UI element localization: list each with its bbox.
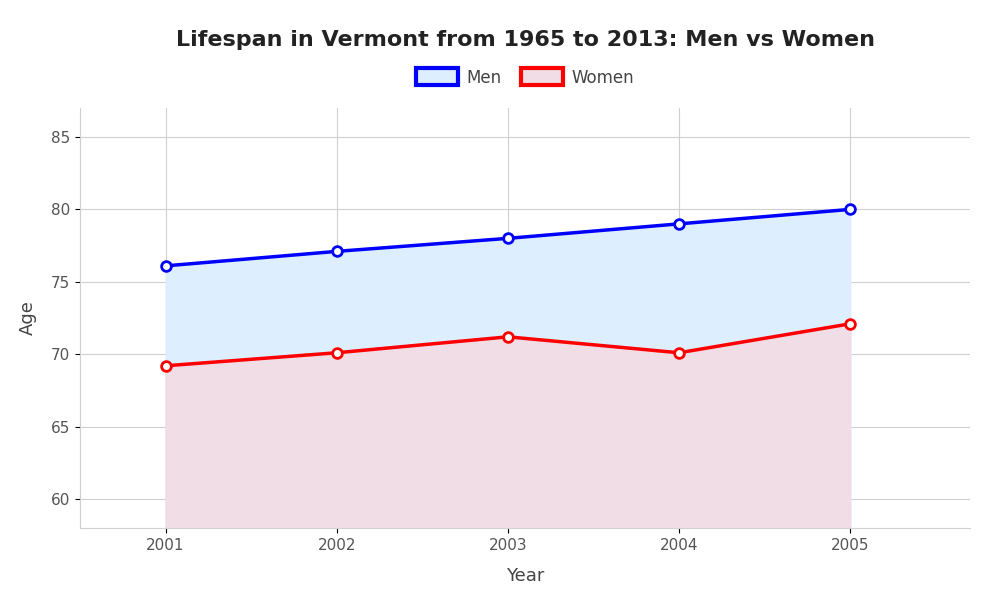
Legend: Men, Women: Men, Women [409, 62, 641, 93]
Y-axis label: Age: Age [19, 301, 37, 335]
X-axis label: Year: Year [506, 566, 544, 584]
Title: Lifespan in Vermont from 1965 to 2013: Men vs Women: Lifespan in Vermont from 1965 to 2013: M… [176, 29, 874, 49]
